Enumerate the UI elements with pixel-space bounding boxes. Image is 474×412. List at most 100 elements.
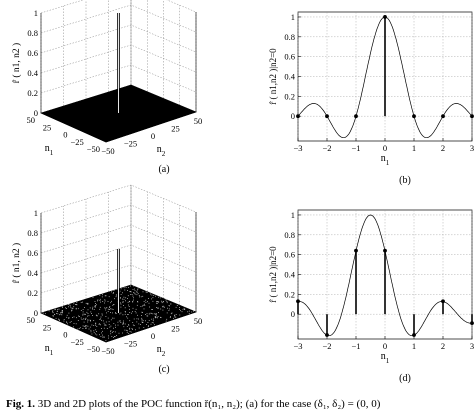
noise-speck [119,320,121,322]
noise-speck [166,312,168,314]
x-tick-label: 3 [470,341,474,351]
noise-speck [132,322,134,323]
noise-speck [107,301,109,302]
y-tick-label: −25 [124,339,137,349]
noise-speck [114,331,116,333]
noise-speck [122,314,124,316]
noise-speck [112,331,114,332]
noise-speck [113,337,114,338]
noise-speck [77,308,79,310]
noise-speck [79,327,81,329]
y-tick-label: 0 [291,309,295,319]
noise-speck [145,314,146,315]
noise-speck [155,315,157,317]
noise-speck [146,313,148,315]
noise-speck [105,324,107,326]
noise-speck [130,294,132,295]
noise-speck [122,323,124,324]
noise-speck [73,303,75,305]
noise-speck [81,319,83,320]
noise-speck [93,309,95,310]
noise-speck [89,307,91,309]
stem-marker [441,114,445,119]
noise-speck [66,321,67,323]
noise-speck [134,311,136,312]
noise-speck [126,332,128,334]
panel-label: (d) [399,373,411,384]
caption-label: Fig. 1. [6,398,36,410]
noise-speck [55,308,56,310]
noise-speck [128,300,130,302]
noise-speck [82,301,83,303]
noise-speck [147,322,149,323]
noise-speck [160,308,162,310]
noise-speck [151,298,152,300]
noise-speck [119,297,121,299]
stem-marker [441,299,445,304]
noise-speck [129,308,130,310]
noise-speck [110,312,111,313]
noise-speck [135,308,137,310]
noise-speck [110,331,111,333]
noise-speck [104,299,106,301]
noise-speck [127,295,129,297]
noise-speck [52,310,54,312]
z-tick-label: 0.8 [27,28,38,38]
z-tick-label: 1 [34,208,38,218]
noise-speck [146,324,147,325]
panel-c: 00.20.40.60.81r̂ ( n1, n2 )50250−25−50n1… [11,184,202,375]
noise-speck [75,323,77,325]
noise-speck [128,287,129,288]
x-tick-label: 0 [63,130,67,140]
noise-speck [138,323,140,325]
noise-speck [84,318,86,320]
noise-speck [119,313,121,315]
noise-speck [146,292,148,293]
noise-speck [102,336,104,338]
noise-speck [117,324,119,326]
noise-speck [104,300,106,302]
y-tick-label: 25 [171,324,180,334]
noise-speck [156,302,157,304]
noise-speck [101,314,103,316]
noise-speck [132,324,134,326]
noise-speck [115,313,117,314]
noise-speck [62,307,63,308]
noise-speck [130,331,132,333]
y-axis-label: r̂ ( n1,n2 )|n2=0 [268,48,278,105]
noise-speck [54,309,56,311]
noise-speck [133,318,135,320]
noise-speck [122,332,123,334]
noise-speck [82,311,84,313]
noise-speck [143,301,145,302]
noise-speck [127,290,128,291]
noise-speck [82,313,84,315]
noise-speck [99,295,101,296]
noise-speck [179,307,180,308]
noise-speck [115,312,116,313]
noise-speck [151,312,152,314]
noise-speck [148,320,150,321]
noise-speck [114,298,115,300]
panel-label: (a) [158,164,169,175]
noise-speck [59,320,60,321]
y-tick-label: 0 [151,131,155,141]
noise-speck [148,313,150,315]
noise-speck [99,298,101,300]
noise-speck [127,330,128,332]
noise-speck [152,300,154,302]
noise-speck [105,321,107,323]
noise-speck [138,295,140,296]
noise-speck [95,329,97,331]
noise-speck [131,328,133,329]
noise-speck [100,316,102,318]
stem-marker [325,333,329,337]
y-axis-label: r̂ ( n1,n2 )|n2=0 [268,246,278,303]
noise-speck [95,333,96,335]
noise-speck [94,306,96,308]
noise-speck [113,292,114,293]
noise-speck [117,321,119,323]
noise-speck [136,318,138,320]
noise-speck [90,319,91,321]
noise-speck [104,302,105,304]
